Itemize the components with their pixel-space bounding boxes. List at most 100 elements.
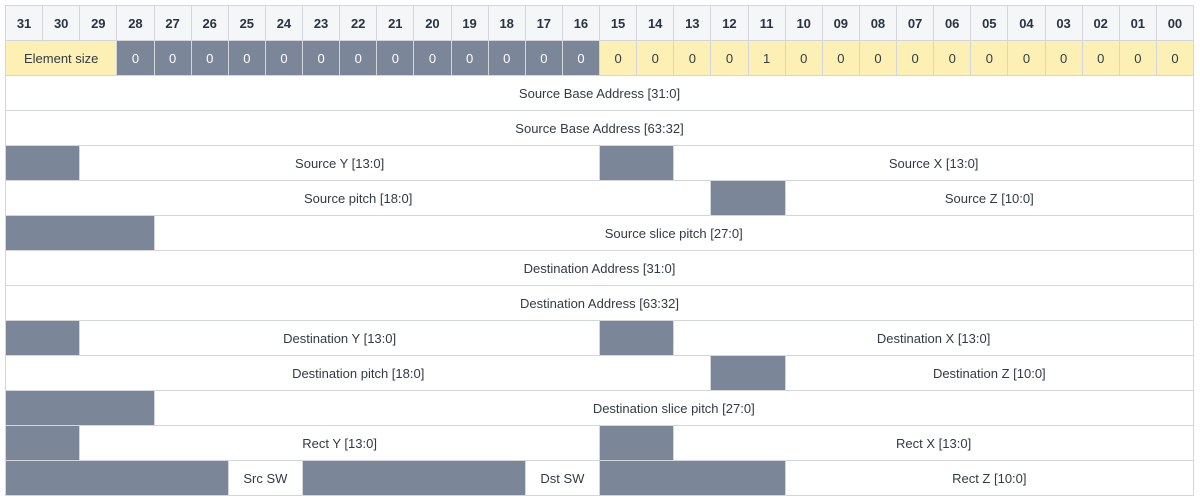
register-field: Src SW <box>227 460 304 496</box>
element-size-bit-value: 0 <box>413 40 452 76</box>
bit-header-cell: 04 <box>1007 5 1046 41</box>
bit-header-cell: 17 <box>524 5 563 41</box>
bit-header-cell: 18 <box>487 5 526 41</box>
element-size-bit-value: 0 <box>561 40 601 76</box>
register-field: Destination slice pitch [27:0] <box>153 390 1194 426</box>
register-row: Source slice pitch [27:0] <box>5 215 1194 251</box>
element-size-bit-value: 0 <box>1044 40 1083 76</box>
bit-header-cell: 31 <box>4 5 44 41</box>
bit-header-cell: 11 <box>747 5 786 41</box>
bit-header-cell: 06 <box>933 5 972 41</box>
reserved-bits <box>598 425 675 461</box>
bit-header-cell: 20 <box>413 5 452 41</box>
element-size-bit-value: 0 <box>153 40 192 76</box>
register-row: Destination pitch [18:0] Destination Z [1… <box>4 355 1195 391</box>
element-size-bit-value: 0 <box>933 40 972 76</box>
register-row: Destination Address [31:0] <box>5 250 1194 286</box>
reserved-bits <box>598 320 675 356</box>
register-field: Rect Z [10:0] <box>784 460 1195 496</box>
bit-header-cell: 19 <box>450 5 489 41</box>
register-row: Source Y [13:0] Source X [13:0] <box>4 145 1194 181</box>
reserved-bits <box>4 145 81 181</box>
element-size-bit-value: 0 <box>1007 40 1046 76</box>
reserved-bits <box>5 390 155 426</box>
reserved-bits <box>4 320 81 356</box>
register-row: Rect Y [13:0] Rect X [13:0] <box>4 425 1194 461</box>
element-size-bit-value: 0 <box>487 40 526 76</box>
element-size-label: Element size <box>4 40 118 76</box>
bit-header-cell: 03 <box>1044 5 1083 41</box>
bit-header-cell: 23 <box>301 5 341 41</box>
element-size-bit-value: 0 <box>673 40 712 76</box>
bit-number-row: 31 30 29 28 27 26 25 24 23 22 21 20 19 18 17 16 15 14 13 12… <box>4 5 1195 41</box>
element-size-bit-value: 0 <box>821 40 860 76</box>
element-size-bit-value: 0 <box>895 40 935 76</box>
reserved-bits <box>4 425 81 461</box>
bit-header-cell: 27 <box>153 5 192 41</box>
element-size-bit-value: 0 <box>1081 40 1120 76</box>
register-row: Source Base Address [63:32] <box>5 110 1194 146</box>
bit-header-cell: 21 <box>376 5 415 41</box>
bit-header-cell: 14 <box>636 5 675 41</box>
register-field: Destination Z [10:0] <box>784 355 1195 391</box>
bit-header-cell: 10 <box>784 5 823 41</box>
bit-header-cell: 08 <box>858 5 898 41</box>
element-size-bit-value: 0 <box>710 40 749 76</box>
bit-header-cell: 16 <box>561 5 601 41</box>
register-field: Source Z [10:0] <box>784 180 1195 216</box>
element-size-bit-value: 0 <box>376 40 415 76</box>
register-field: Destination Address [31:0] <box>5 250 1194 286</box>
bit-header-cell: 13 <box>673 5 712 41</box>
element-size-bit-value: 0 <box>970 40 1009 76</box>
element-size-bit-value: 0 <box>524 40 563 76</box>
element-size-bit-value: 0 <box>190 40 229 76</box>
reserved-bits <box>5 460 229 496</box>
register-row: Source pitch [18:0] Source Z [10:0] <box>4 180 1195 216</box>
bit-header-cell: 00 <box>1155 5 1195 41</box>
reserved-bits <box>598 145 675 181</box>
reserved-bits <box>710 355 786 391</box>
element-size-bit-value: 0 <box>450 40 489 76</box>
register-row: Destination Y [13:0] Destination X [13:0] <box>4 320 1194 356</box>
bit-header-cell: 26 <box>190 5 229 41</box>
register-field: Rect X [13:0] <box>673 425 1194 461</box>
register-table: 31 30 29 28 27 26 25 24 23 22 21 20 19 18 17 16 15 14 13 12… <box>4 5 1195 496</box>
bit-header-cell: 01 <box>1118 5 1157 41</box>
register-field: Rect Y [13:0] <box>79 425 600 461</box>
register-row: Destination slice pitch [27:0] <box>5 390 1194 426</box>
register-field: Source Base Address [31:0] <box>5 75 1194 111</box>
element-size-bit-value: 0 <box>301 40 341 76</box>
register-field: Dst SW <box>524 460 601 496</box>
bit-header-cell: 12 <box>710 5 749 41</box>
reserved-bits <box>599 460 786 496</box>
register-field: Source pitch [18:0] <box>4 180 712 216</box>
bit-header-cell: 07 <box>895 5 935 41</box>
register-field: Source Base Address [63:32] <box>5 110 1194 146</box>
bit-header-cell: 30 <box>42 5 81 41</box>
bit-header-cell: 22 <box>339 5 378 41</box>
element-size-bit-value: 0 <box>1155 40 1195 76</box>
bit-header-cell: 24 <box>264 5 304 41</box>
bit-header-cell: 25 <box>227 5 266 41</box>
register-field: Source slice pitch [27:0] <box>153 215 1194 251</box>
register-field: Destination Address [63:32] <box>5 285 1194 321</box>
register-field: Destination pitch [18:0] <box>4 355 712 391</box>
reserved-bits <box>302 460 526 496</box>
register-row: Src SW Dst SW Rect Z [10:0] <box>5 460 1195 496</box>
element-size-bit-value: 1 <box>747 40 786 76</box>
element-size-bit-value: 0 <box>1118 40 1157 76</box>
register-layout: 31 30 29 28 27 26 25 24 23 22 21 20 19 18 17 16 15 14 13 12… <box>4 5 1195 496</box>
register-field: Source X [13:0] <box>673 145 1194 181</box>
bit-header-cell: 15 <box>598 5 638 41</box>
bit-header-cell: 28 <box>116 5 155 41</box>
element-size-bit-value: 0 <box>858 40 898 76</box>
register-field: Destination Y [13:0] <box>79 320 600 356</box>
element-size-bit-value: 0 <box>264 40 304 76</box>
element-size-bit-value: 0 <box>784 40 823 76</box>
element-size-bit-value: 0 <box>598 40 638 76</box>
register-row: Source Base Address [31:0] <box>5 75 1194 111</box>
register-row: Destination Address [63:32] <box>5 285 1194 321</box>
reserved-bits <box>5 215 155 251</box>
element-size-bit-value: 0 <box>227 40 266 76</box>
